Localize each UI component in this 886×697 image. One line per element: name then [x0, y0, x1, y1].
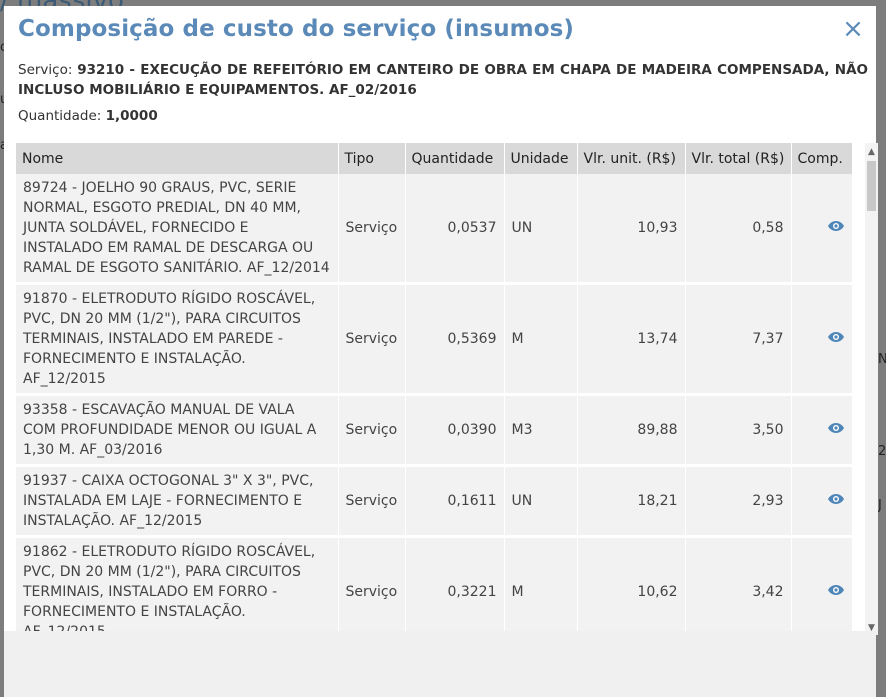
eye-icon[interactable]	[827, 329, 845, 342]
header-vlr-total[interactable]: Vlr. total (R$)	[685, 143, 792, 174]
cell-tipo: Serviço	[338, 174, 406, 285]
eye-icon[interactable]	[827, 491, 845, 504]
cell-comp	[791, 283, 853, 396]
cell-unidade: UN	[504, 174, 578, 285]
cell-nome: 91862 - ELETRODUTO RÍGIDO ROSCÁVEL, PVC,…	[16, 536, 339, 633]
cell-quantidade: 0,3221	[405, 536, 505, 633]
cell-vlr-total: 0,58	[685, 174, 792, 285]
composition-modal: Composição de custo do serviço (insumos)…	[4, 6, 878, 697]
cell-nome: 91937 - CAIXA OCTOGONAL 3" X 3", PVC, IN…	[16, 465, 339, 538]
scroll-down-arrow-icon[interactable]: ▼	[868, 623, 875, 633]
cell-tipo: Serviço	[338, 536, 406, 633]
background-fragment: J	[878, 498, 882, 513]
service-description: Serviço: 93210 - EXECUÇÃO DE REFEITÓRIO …	[18, 60, 868, 100]
cell-vlr-total: 7,37	[685, 283, 792, 396]
cell-comp	[791, 465, 853, 538]
eye-icon[interactable]	[827, 420, 845, 433]
cell-nome: 93358 - ESCAVAÇÃO MANUAL DE VALA COM PRO…	[16, 394, 339, 467]
cell-vlr-total: 2,93	[685, 465, 792, 538]
scroll-up-arrow-icon[interactable]: ▲	[868, 147, 875, 157]
cell-vlr-total: 3,42	[685, 536, 792, 633]
cell-vlr-unit: 18,21	[577, 465, 686, 538]
cell-vlr-unit: 89,88	[577, 394, 686, 467]
scroll-thumb[interactable]	[867, 161, 876, 211]
cell-tipo: Serviço	[338, 394, 406, 467]
cell-comp	[791, 394, 853, 467]
eye-icon[interactable]	[827, 218, 845, 231]
cell-nome: 91870 - ELETRODUTO RÍGIDO ROSCÁVEL, PVC,…	[16, 283, 339, 396]
table-scrollbar[interactable]: ▲ ▼	[865, 143, 878, 635]
eye-icon[interactable]	[827, 582, 845, 595]
inputs-table-container: Nome Tipo Quantidade Unidade Vlr. unit. …	[16, 143, 864, 633]
cell-nome: 89724 - JOELHO 90 GRAUS, PVC, SERIE NORM…	[16, 174, 339, 285]
modal-footer	[4, 631, 876, 697]
service-value: 93210 - EXECUÇÃO DE REFEITÓRIO EM CANTEI…	[18, 62, 868, 98]
cell-quantidade: 0,0390	[405, 394, 505, 467]
cell-tipo: Serviço	[338, 465, 406, 538]
header-unidade[interactable]: Unidade	[504, 143, 578, 174]
cell-vlr-unit: 10,62	[577, 536, 686, 633]
cell-comp	[791, 536, 853, 633]
cell-unidade: M	[504, 283, 578, 396]
service-label: Serviço:	[18, 62, 73, 78]
header-quantidade[interactable]: Quantidade	[405, 143, 505, 174]
cell-quantidade: 0,0537	[405, 174, 505, 285]
cell-vlr-unit: 10,93	[577, 174, 686, 285]
header-tipo[interactable]: Tipo	[338, 143, 406, 174]
cell-unidade: UN	[504, 465, 578, 538]
quantity-label: Quantidade:	[18, 108, 102, 124]
background-fragment: a	[0, 138, 8, 153]
quantity-value: 1,0000	[105, 108, 158, 124]
table-row: 91937 - CAIXA OCTOGONAL 3" X 3", PVC, IN…	[16, 465, 853, 538]
cell-tipo: Serviço	[338, 283, 406, 396]
quantity-line: Quantidade: 1,0000	[18, 106, 158, 126]
table-row: 93358 - ESCAVAÇÃO MANUAL DE VALA COM PRO…	[16, 394, 853, 467]
cell-unidade: M3	[504, 394, 578, 467]
table-row: 89724 - JOELHO 90 GRAUS, PVC, SERIE NORM…	[16, 174, 853, 285]
background-fragment: N	[878, 352, 886, 367]
cell-quantidade: 0,5369	[405, 283, 505, 396]
inputs-table: Nome Tipo Quantidade Unidade Vlr. unit. …	[16, 143, 853, 633]
table-row: 91870 - ELETRODUTO RÍGIDO ROSCÁVEL, PVC,…	[16, 283, 853, 396]
header-vlr-unit[interactable]: Vlr. unit. (R$)	[577, 143, 686, 174]
cell-comp	[791, 174, 853, 285]
modal-title: Composição de custo do serviço (insumos)	[18, 16, 575, 42]
close-button[interactable]: ×	[842, 16, 864, 42]
table-header-row: Nome Tipo Quantidade Unidade Vlr. unit. …	[16, 143, 853, 174]
close-icon: ×	[842, 14, 864, 44]
header-nome[interactable]: Nome	[16, 143, 339, 174]
cell-vlr-total: 3,50	[685, 394, 792, 467]
background-fragment: 2	[878, 444, 886, 459]
cell-quantidade: 0,1611	[405, 465, 505, 538]
background-fragment: o	[0, 40, 8, 55]
header-comp[interactable]: Comp.	[791, 143, 853, 174]
cell-vlr-unit: 13,74	[577, 283, 686, 396]
cell-unidade: M	[504, 536, 578, 633]
table-row: 91862 - ELETRODUTO RÍGIDO ROSCÁVEL, PVC,…	[16, 536, 853, 633]
